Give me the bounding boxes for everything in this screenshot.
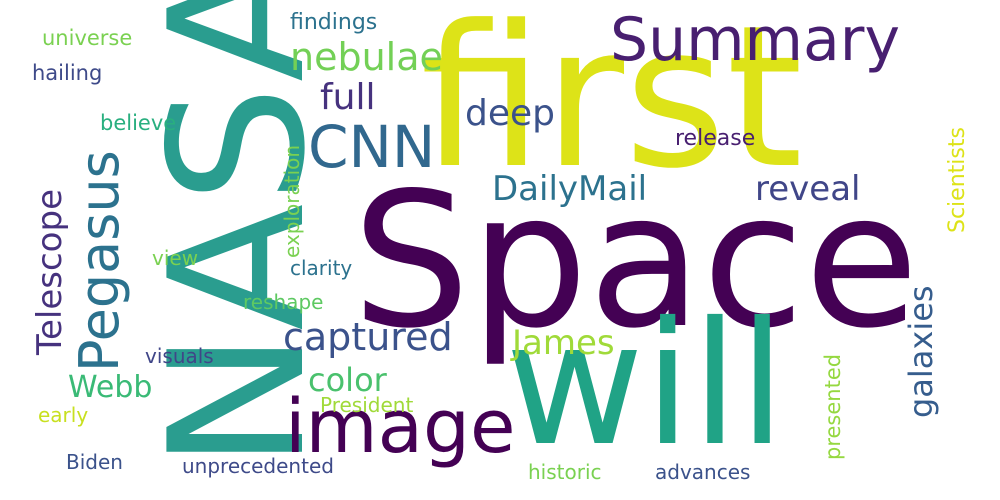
word-first: first [420,0,804,212]
word-exploration: exploration [280,144,304,258]
word-presented: presented [821,353,845,460]
word-dailymail: DailyMail [492,169,648,209]
word-historic: historic [528,460,602,484]
word-release: release [675,126,756,151]
word-galaxies: galaxies [902,285,940,418]
word-reshape: reshape [243,290,324,314]
word-color: color [308,361,387,399]
word-pegasus: Pegasus [68,150,131,372]
word-unprecedented: unprecedented [182,454,334,478]
word-cnn: CNN [308,113,436,181]
word-nebulae: nebulae [290,35,443,79]
word-view: view [152,246,199,270]
word-visuals: visuals [145,344,214,368]
word-full: full [320,77,376,118]
word-scientists: Scientists [945,127,970,233]
word-universe: universe [42,26,133,50]
word-deep: deep [465,93,555,134]
word-summary: Summary [610,5,900,75]
word-believe: believe [100,111,177,135]
word-telescope: Telescope [30,189,70,355]
word-space: Space [352,152,919,369]
word-will: will [505,286,786,484]
word-findings: findings [290,10,378,35]
word-webb: Webb [68,370,153,405]
word-image: image [285,384,516,470]
word-early: early [38,403,89,427]
word-hailing: hailing [32,61,103,85]
word-james: James [512,323,615,363]
word-clarity: clarity [290,256,353,280]
word-advances: advances [655,460,751,484]
word-biden: Biden [66,450,123,474]
word-reveal: reveal [755,169,861,209]
word-captured: captured [283,315,453,359]
word-president: President [320,393,414,417]
